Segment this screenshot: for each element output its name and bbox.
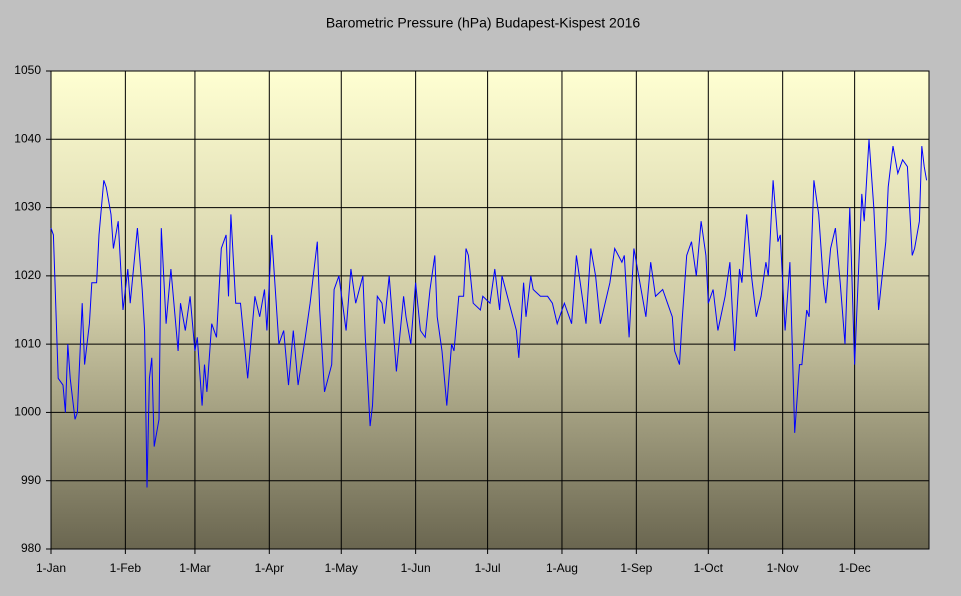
chart-title: Barometric Pressure (hPa) Budapest-Kispe… xyxy=(326,15,641,31)
x-tick-label: 1-Apr xyxy=(255,561,284,575)
x-tick-label: 1-Feb xyxy=(110,561,142,575)
y-tick-label: 990 xyxy=(21,473,41,487)
y-tick-label: 1040 xyxy=(14,131,41,145)
x-tick-label: 1-Dec xyxy=(839,561,871,575)
y-tick-label: 980 xyxy=(21,541,41,555)
x-tick-label: 1-Sep xyxy=(620,561,652,575)
x-tick-label: 1-Jul xyxy=(475,561,501,575)
y-tick-label: 1010 xyxy=(14,336,41,350)
x-tick-label: 1-May xyxy=(325,561,358,575)
y-tick-label: 1030 xyxy=(14,200,41,214)
y-tick-label: 1050 xyxy=(14,63,41,77)
data-line xyxy=(50,139,928,488)
plot-area xyxy=(51,71,929,549)
y-tick-label: 1020 xyxy=(14,268,41,282)
x-tick-label: 1-Mar xyxy=(179,561,210,575)
plot-border xyxy=(50,70,930,550)
x-tick-label: 1-Aug xyxy=(546,561,578,575)
x-tick-label: 1-Jan xyxy=(36,561,66,575)
x-tick-label: 1-Nov xyxy=(767,561,799,575)
x-tick-label: 1-Jun xyxy=(401,561,431,575)
x-tick-label: 1-Oct xyxy=(694,561,724,575)
y-tick-label: 1000 xyxy=(14,405,41,419)
